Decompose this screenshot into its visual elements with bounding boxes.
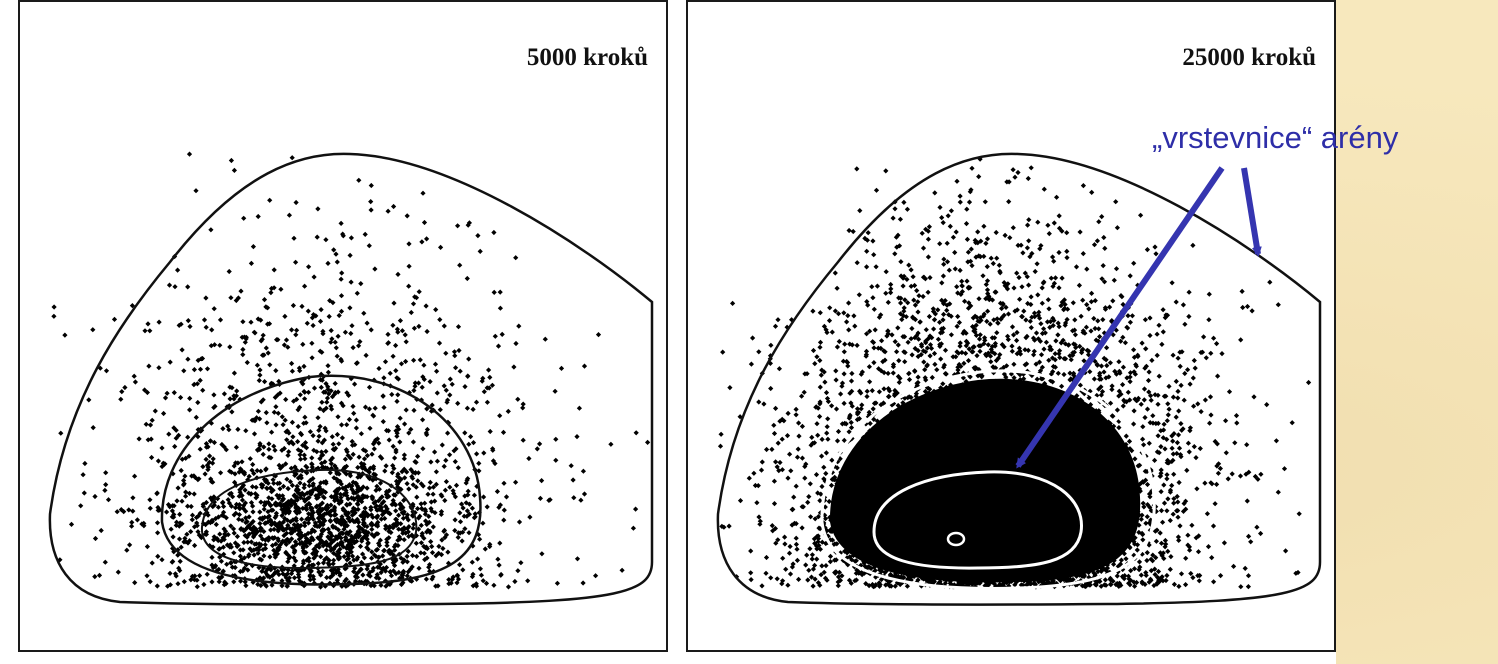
scatter-plot-25000 [716, 152, 1322, 606]
arrow-to-inner-contour [1015, 166, 1225, 469]
scatter-markers [51, 151, 651, 590]
panel-25000-steps: 25000 kroků [686, 0, 1336, 652]
annotation-label: „vrstevnice“ arény [1152, 120, 1399, 155]
arena-outer-contour [48, 152, 654, 606]
panel-5000-steps: 5000 kroků [18, 0, 668, 652]
arena-middle-contour [160, 374, 482, 586]
panel-title: 5000 kroků [526, 44, 648, 71]
arena-middle-contour-white [820, 369, 1156, 590]
panel-title: 25000 kroků [1182, 44, 1316, 71]
scatter-plot-5000 [48, 151, 654, 606]
arena-inner-contour-white [872, 470, 1083, 570]
arrow-to-outer-contour [1241, 167, 1262, 257]
arena-outer-contour [716, 152, 1322, 606]
arena-inner-contour [200, 468, 418, 570]
random-walk-points [51, 151, 651, 590]
arena-center-contour-white [946, 531, 966, 547]
arena-dense-core [829, 378, 1141, 583]
